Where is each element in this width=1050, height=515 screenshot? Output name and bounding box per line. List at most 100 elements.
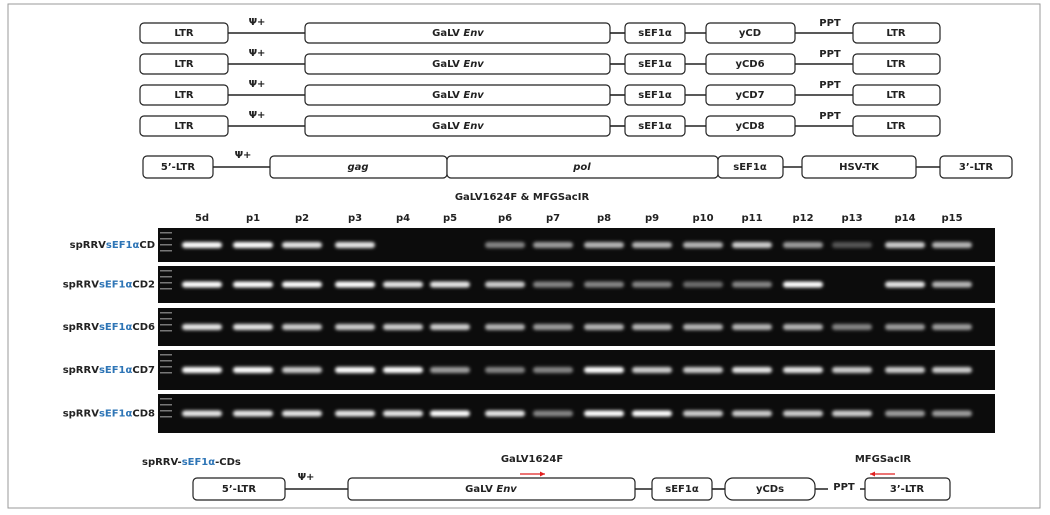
- map-title-a: spRRV-: [142, 457, 182, 468]
- ltr-box: [139, 84, 229, 106]
- gel-band: [533, 410, 573, 417]
- gel-band: [430, 281, 470, 288]
- ladder-band: [160, 366, 172, 368]
- ltr-box: [852, 84, 941, 106]
- ltr-box: [852, 115, 941, 137]
- promoter-box: [717, 155, 784, 179]
- gene-label: yCDs: [756, 484, 784, 495]
- gene-box: [801, 155, 917, 179]
- gel-band: [383, 324, 423, 330]
- gene-box: [705, 84, 796, 106]
- ladder-band: [160, 416, 172, 418]
- env-label: GaLV Env: [432, 121, 484, 132]
- psi-label: Ψ+: [235, 150, 252, 161]
- ladder-band: [160, 372, 172, 374]
- gene-label: yCD6: [735, 59, 764, 70]
- gel-band: [783, 367, 823, 373]
- ltr-box: [852, 53, 941, 75]
- gel-band: [932, 367, 972, 373]
- psi-label: Ψ+: [249, 17, 266, 28]
- primer-label: MFGSacIR: [855, 454, 912, 465]
- promoter-box: [624, 84, 686, 106]
- gel-band: [832, 410, 872, 417]
- primer-arrowhead: [870, 471, 875, 477]
- promoter-label: sEF1α: [733, 162, 767, 173]
- gel-band: [282, 367, 322, 373]
- row-suffix: CD7: [132, 365, 155, 376]
- ladder-band: [160, 312, 172, 314]
- ladder-band: [160, 288, 172, 290]
- ltr-label: LTR: [174, 59, 194, 70]
- promoter-label: sEF1α: [638, 28, 672, 39]
- gel-band: [732, 242, 772, 248]
- ltr-box: [142, 155, 214, 179]
- gene-box: [724, 477, 816, 501]
- env-label: GaLV Env: [432, 28, 484, 39]
- gel-band: [383, 281, 423, 288]
- gel-band: [282, 281, 322, 288]
- lane-label: p8: [597, 213, 611, 224]
- gel-band: [430, 324, 470, 330]
- primer-arrowhead: [540, 471, 545, 477]
- lane-label: p13: [841, 213, 862, 224]
- pol-label: pol: [572, 162, 591, 173]
- gel-band: [335, 242, 375, 248]
- row-prefix: spRRV: [63, 280, 100, 291]
- ladder-band: [160, 244, 172, 246]
- gel-band: [885, 367, 925, 373]
- gel-band: [485, 324, 525, 330]
- map-title: spRRV-sEF1α-CDs: [142, 457, 241, 468]
- ltr-label: LTR: [886, 90, 906, 101]
- gel-band: [383, 367, 423, 373]
- lane-label: p5: [443, 213, 457, 224]
- env-name: GaLV: [432, 121, 460, 132]
- psi-label: Ψ+: [298, 472, 315, 483]
- psi-label: Ψ+: [249, 48, 266, 59]
- ladder-band: [160, 354, 172, 356]
- gel-band: [485, 410, 525, 417]
- gel-band: [783, 281, 823, 288]
- env-name: GaLV: [432, 90, 460, 101]
- row-prefix: spRRV: [63, 409, 100, 420]
- env-name: GaLV: [432, 59, 460, 70]
- row-label: spRRVsEF1αCD: [70, 240, 155, 251]
- gel-band: [584, 324, 624, 330]
- gel-band: [182, 324, 222, 330]
- row-label: spRRVsEF1αCD6: [63, 322, 155, 333]
- gene-box: [705, 53, 796, 75]
- promoter-label: sEF1α: [665, 484, 699, 495]
- row-prefix: spRRV: [63, 322, 100, 333]
- ppt-label: PPT: [819, 18, 841, 29]
- gel-band: [282, 242, 322, 248]
- gel-band: [683, 367, 723, 373]
- ltr-box: [864, 477, 951, 501]
- lane-label: p4: [396, 213, 410, 224]
- gel-band: [783, 410, 823, 417]
- ltr-box: [192, 477, 286, 501]
- psi-label: Ψ+: [249, 110, 266, 121]
- gene-box: [705, 22, 796, 44]
- ppt-label: PPT: [833, 482, 855, 493]
- env-label: GaLV Env: [465, 484, 517, 495]
- promoter-box: [624, 115, 686, 137]
- gel-band: [233, 367, 273, 373]
- promoter-box: [624, 53, 686, 75]
- env-box: [347, 477, 636, 501]
- row-promoter: sEF1α: [99, 365, 133, 376]
- lane-label: p10: [692, 213, 713, 224]
- ltr-label: 3’-LTR: [959, 162, 993, 173]
- gene-label: yCD7: [735, 90, 764, 101]
- row-promoter: sEF1α: [99, 322, 133, 333]
- gel-band: [832, 324, 872, 330]
- lane-label: p7: [546, 213, 560, 224]
- gel-band: [584, 367, 624, 373]
- lane-label: p6: [498, 213, 512, 224]
- ladder-band: [160, 282, 172, 284]
- ltr-label: LTR: [886, 28, 906, 39]
- gel-band: [584, 410, 624, 417]
- ltr-label: LTR: [174, 28, 194, 39]
- gel-band: [533, 281, 573, 288]
- env-gene: Env: [463, 28, 484, 39]
- gel-band: [282, 324, 322, 330]
- env-box: [304, 115, 611, 137]
